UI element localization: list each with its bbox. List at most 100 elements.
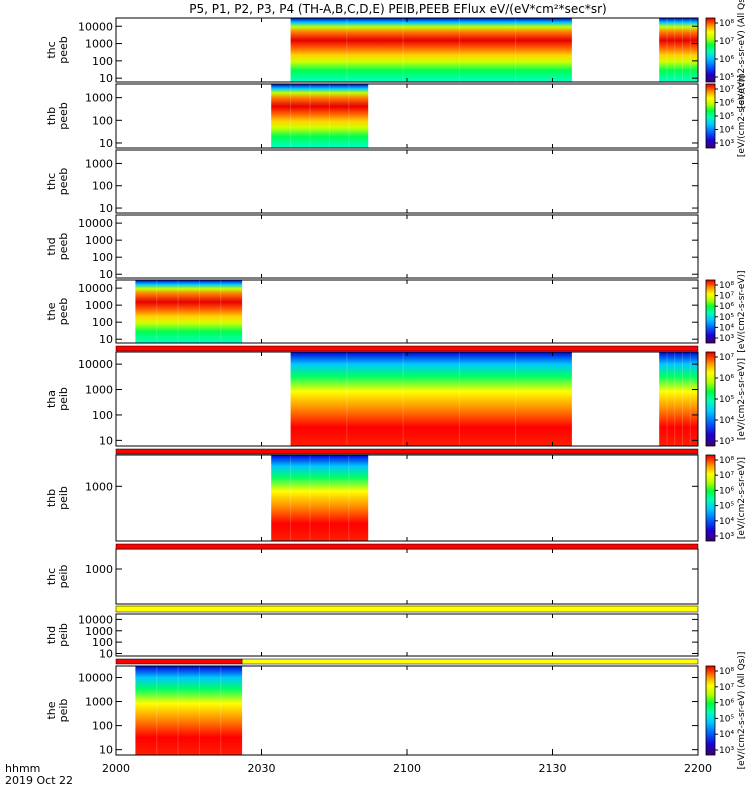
x-tick-label: 2100 [393,762,421,775]
colorbar-scale [705,665,716,756]
panel-thb-peeb: 10 100 1000 thbpeeb [45,83,699,150]
y-axis-label-probe: the [45,701,58,719]
y-axis-label-probe: thc [45,173,58,190]
colorbar-tick-label: 10⁴ [719,730,734,740]
colorbar-tick-label: 10⁷ [719,353,734,363]
spectrogram-block-0 [290,18,572,82]
colorbar-unit-label: [eV/(cm2-s-sr-eV)] [737,457,747,539]
colorbar-tick-label: 10⁵ [719,395,734,405]
panel-thc-peeb: 10 100 1000 thcpeeb [45,149,699,215]
panel-tha-peib: 10 100 1000 10000 thapeib [45,351,699,447]
y-tick-label: 10 [99,72,113,85]
status-bars-layer [115,345,699,665]
y-tick-label: 10 [99,647,113,660]
panel-thc-peeb: 10 100 1000 10000 thcpeeb [45,17,699,85]
y-axis-label-instrument: peeb [57,102,70,130]
y-tick-label: 10 [99,744,113,757]
spectrogram-block-0 [271,455,369,541]
y-tick-label: 100 [92,409,113,422]
y-axis-label: thapeib [45,387,70,411]
spectrogram-block-1 [659,18,698,82]
colorbar-scale [705,454,716,542]
y-axis-label-probe: the [45,302,58,320]
y-tick-label: 10 [99,202,113,215]
spectrogram-block-0 [271,84,369,148]
colorbar-tick-label: 10⁷ [719,292,734,302]
panel-frame [115,548,699,605]
panel-frame [115,149,699,214]
y-tick-label: 1000 [85,234,113,247]
colorbar-tick-label: 10³ [719,746,734,756]
colorbar-tick-label: 10⁶ [719,374,734,384]
spectrogram-block-0 [290,352,572,446]
y-tick-label: 10 [99,434,113,447]
x-tick-label: 2130 [539,762,567,775]
y-axis-label-instrument: peeb [57,36,70,64]
colorbar-thb-peib: 10³ 10⁴ 10⁵ 10⁶ 10⁷ 10⁸ [eV/(cm2-s-sr-eV)] [705,454,747,542]
colorbar-tick-label: 10⁷ [719,37,734,47]
colorbar-unit-label: [eV/(cm2-s-sr-eV) (All Qs)] [737,0,747,109]
y-tick-label: 100 [92,316,113,329]
status-bar-red [115,345,699,352]
colorbar-tick-label: 10³ [719,334,734,344]
y-tick-label: 1000 [85,625,113,638]
panel-frame [115,454,699,542]
y-tick-label: 10000 [78,282,113,295]
colorbar-tick-label: 10⁴ [719,517,734,527]
colorbar-tick-label: 10⁷ [719,683,734,693]
panels-layer: 10100100010000thcpeeb101001000thbpeeb101… [45,17,699,757]
colorbar-unit-label: [eV/(cm2-s-sr-eV) (All Qs)] [737,652,747,770]
colorbar-scale [705,279,716,344]
colorbar-tick-label: 10⁸ [719,456,734,466]
y-axis-label-probe: thb [45,107,58,125]
spectrogram-block-0 [135,666,243,755]
y-tick-label: 1000 [85,92,113,105]
y-tick-label: 1000 [85,157,113,170]
y-axis-label: thepeib [45,699,70,723]
y-axis-label-probe: thd [45,626,58,644]
y-tick-label: 100 [92,720,113,733]
y-tick-label: 1000 [85,696,113,709]
colorbar-tha-peib: 10³ 10⁴ 10⁵ 10⁶ 10⁷ [eV/(cm2-s-sr-eV)] [705,351,747,447]
y-tick-label: 10000 [78,358,113,371]
x-axis-label-hhmm: hhmm [5,762,40,775]
y-tick-label: 10 [99,137,113,150]
y-axis-label-instrument: peeb [57,233,70,261]
colorbar-unit-label: [eV/(cm2-s-sr-eV)] [737,358,747,440]
colorbar-tick-label: 10⁸ [719,667,734,677]
y-axis-label: thcpeib [45,565,70,589]
y-axis-label: thdpeib [45,623,70,647]
y-tick-label: 100 [92,55,113,68]
colorbar-tick-label: 10³ [719,139,734,149]
colorbar-tick-label: 10⁴ [719,416,734,426]
colorbar-thc-peeb: 10⁵ 10⁶ 10⁷ 10⁸ [eV/(cm2-s-sr-eV) (All Qs)] [705,0,747,109]
y-axis-label-instrument: peeb [57,168,70,196]
y-tick-label: 100 [92,636,113,649]
y-tick-label: 100 [92,114,113,127]
y-axis-label-instrument: peib [57,486,70,510]
colorbar-tick-label: 10⁶ [719,302,734,312]
y-tick-label: 10000 [78,217,113,230]
y-tick-label: 1000 [85,384,113,397]
y-axis-label-instrument: peib [57,387,70,411]
spectrogram-block-1 [659,352,698,446]
y-axis-label-instrument: peib [57,565,70,589]
y-axis-label-probe: thb [45,489,58,507]
colorbar-tick-label: 10⁷ [719,85,734,95]
colorbar-thb-peeb: 10³ 10⁴ 10⁵ 10⁶ 10⁷ [eV/(cm2-s-sr-eV)] [705,75,747,157]
colorbar-tick-label: 10⁵ [719,73,734,83]
colorbar-tick-label: 10⁵ [719,313,734,323]
colorbar-tick-label: 10⁵ [719,112,734,122]
y-axis-label-probe: thc [45,568,58,585]
colorbar-unit-label: [eV/(cm2-s-sr-eV)] [737,270,747,352]
y-tick-label: 100 [92,180,113,193]
y-tick-label: 1000 [85,563,113,576]
panel-the-peeb: 10 100 1000 10000 thepeeb [45,279,699,346]
panel-the-peib: 10 100 1000 10000 thepeib [45,665,699,757]
colorbar-tick-label: 10³ [719,532,734,542]
colorbar-tick-label: 10⁶ [719,99,734,109]
y-tick-label: 10 [99,333,113,346]
